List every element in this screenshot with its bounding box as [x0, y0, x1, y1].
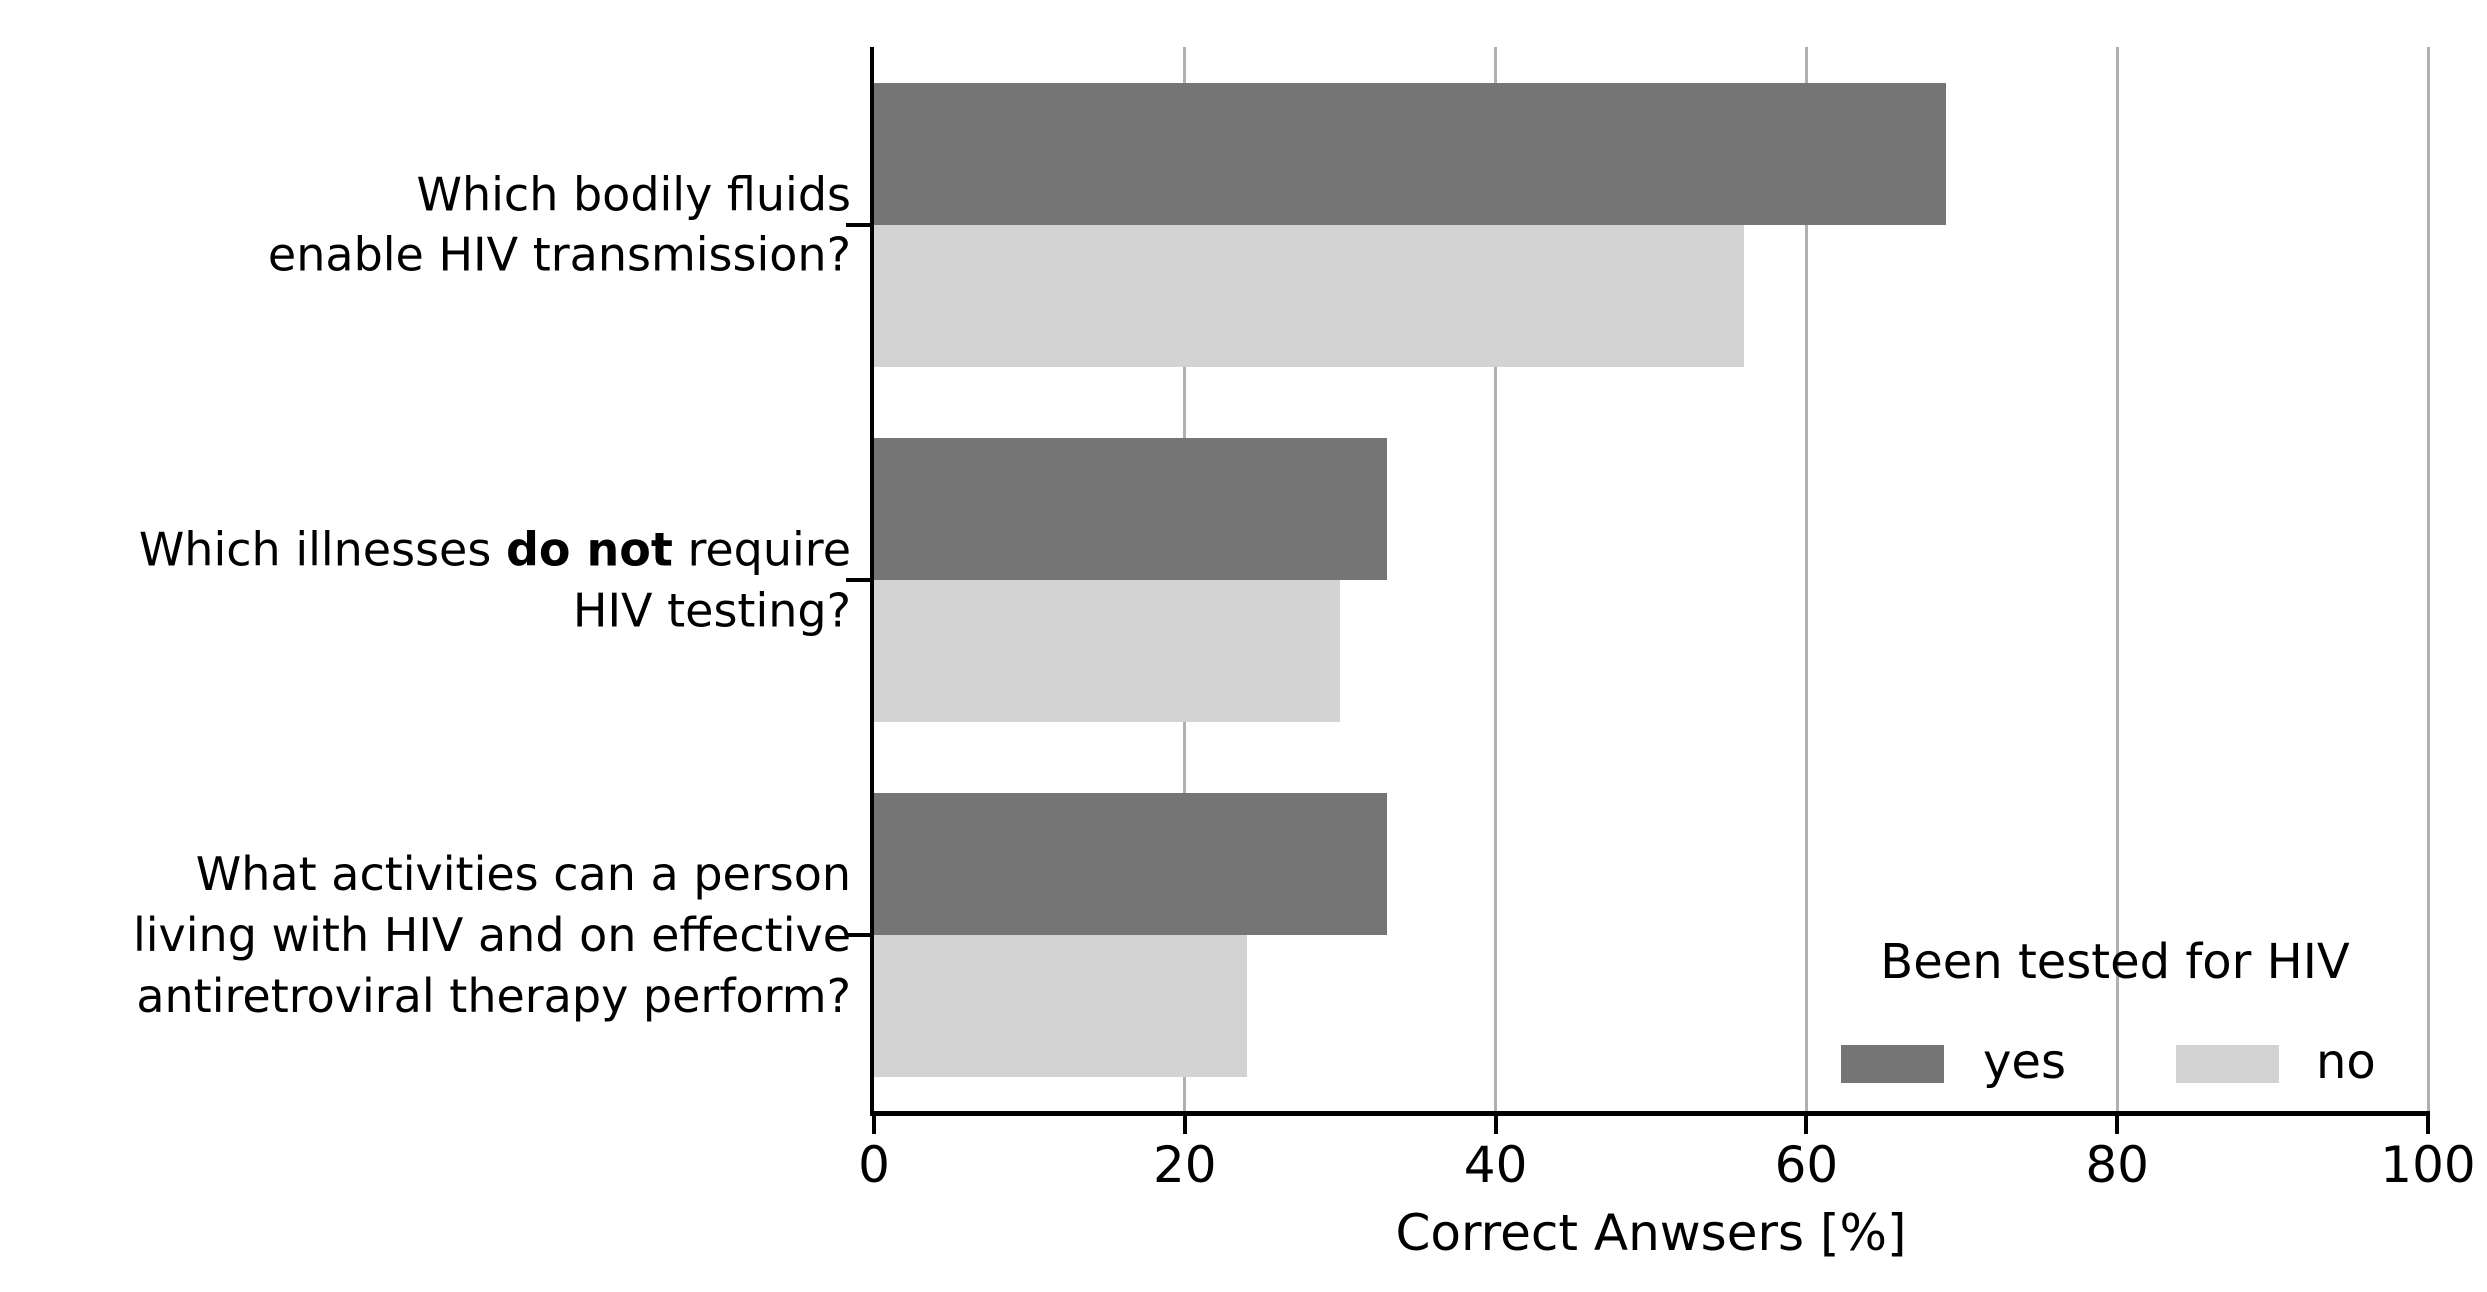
- x-tick-100: [2426, 1116, 2430, 1134]
- y-axis-spine: [870, 47, 874, 1116]
- y-tick-illnesses-testing: [846, 578, 870, 582]
- legend-swatch-yes: [1841, 1045, 1944, 1083]
- x-axis-label: Correct Anwsers [%]: [1395, 1204, 1907, 1262]
- gridline-80: [2115, 47, 2119, 1113]
- category-label-activities-art: What activities can a person living with …: [132, 847, 851, 1023]
- x-tick-label-60: 60: [1774, 1136, 1839, 1194]
- legend-label-yes: yes: [1983, 1034, 2066, 1090]
- x-axis-spine: [870, 1111, 2430, 1116]
- gridline-60: [1804, 47, 1808, 1113]
- x-tick-label-0: 0: [858, 1136, 890, 1194]
- plot-area: [874, 47, 2430, 1113]
- legend-swatch-no: [2176, 1045, 2279, 1083]
- bar-no-activities-art: [874, 935, 1247, 1078]
- x-tick-label-20: 20: [1152, 1136, 1217, 1194]
- x-tick-label-100: 100: [2380, 1136, 2476, 1194]
- bar-yes-activities-art: [874, 793, 1387, 936]
- x-tick-0: [872, 1116, 876, 1134]
- x-tick-60: [1804, 1116, 1809, 1134]
- x-tick-40: [1493, 1116, 1498, 1134]
- gridline-100: [2426, 47, 2430, 1113]
- y-tick-activities-art: [846, 933, 870, 938]
- legend-title: Been tested for HIV: [1880, 934, 2350, 990]
- bar-yes-illnesses-testing: [874, 438, 1387, 580]
- bar-no-bodily-fluids: [874, 224, 1745, 367]
- bar-yes-bodily-fluids: [874, 82, 1947, 225]
- legend-label-no: no: [2316, 1034, 2376, 1090]
- y-tick-bodily-fluids: [846, 222, 870, 227]
- bar-no-illnesses-testing: [874, 580, 1341, 722]
- x-tick-20: [1182, 1116, 1187, 1134]
- category-label-illnesses-testing: Which illnesses do not require HIV testin…: [138, 522, 851, 637]
- category-label-bodily-fluids: Which bodily fluids enable HIV transmissi…: [267, 166, 851, 282]
- x-tick-80: [2115, 1116, 2120, 1134]
- gridline-40: [1494, 47, 1498, 1113]
- x-tick-label-80: 80: [2085, 1136, 2149, 1194]
- x-tick-label-40: 40: [1463, 1136, 1528, 1194]
